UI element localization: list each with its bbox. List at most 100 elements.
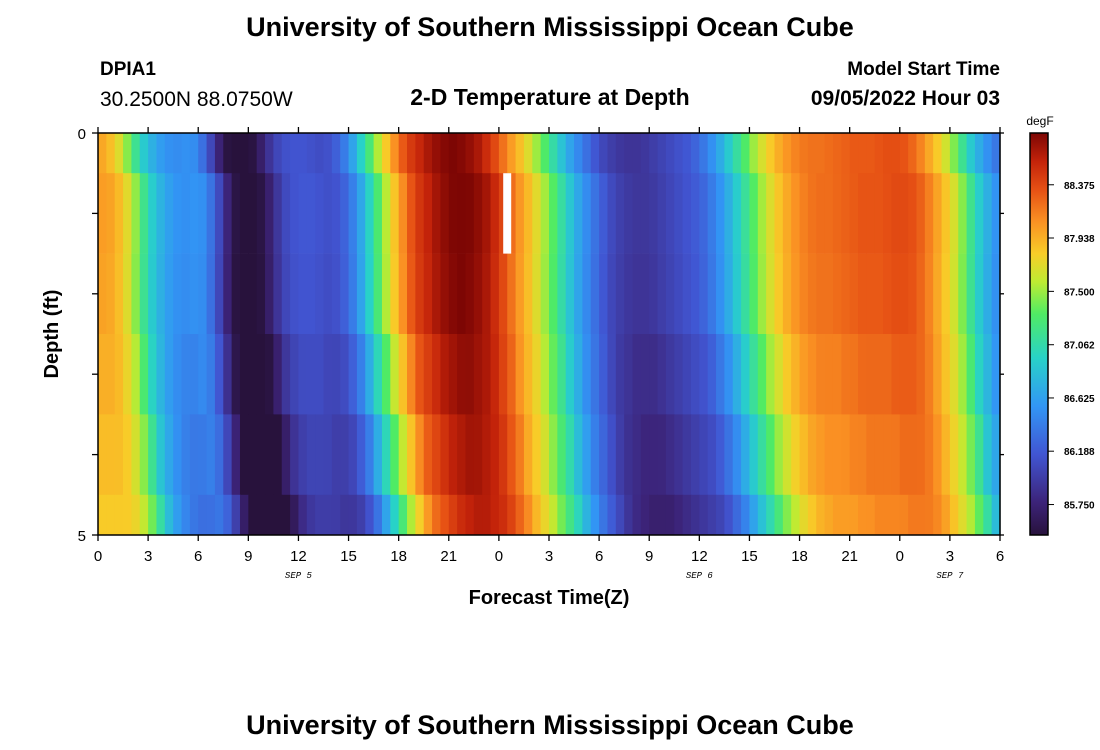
heatmap-cell: [139, 494, 149, 536]
heatmap-cell: [615, 253, 625, 335]
heatmap-cell: [807, 133, 817, 174]
heatmap-cell: [665, 133, 675, 174]
heatmap-cell: [532, 414, 542, 496]
x-tick-label: 6: [996, 548, 1004, 565]
colorbar-tick-label: 86.188: [1064, 447, 1095, 458]
heatmap-cell: [549, 334, 558, 415]
heatmap-cell: [490, 494, 500, 536]
heatmap-cell: [407, 494, 416, 536]
heatmap-cell: [824, 414, 834, 496]
heatmap-cell: [440, 414, 450, 496]
heatmap-cell: [223, 334, 233, 415]
heatmap-cell: [807, 494, 817, 536]
heatmap-cell: [615, 334, 625, 415]
heatmap-cell: [716, 494, 725, 536]
heatmap-cell: [983, 414, 993, 496]
heatmap-cell: [565, 334, 575, 415]
heatmap-cell: [448, 494, 458, 536]
heatmap-cell: [565, 414, 575, 496]
heatmap-cell: [582, 414, 592, 496]
heatmap-cell: [807, 334, 817, 415]
heatmap-cell: [974, 494, 984, 536]
heatmap-cell: [966, 133, 976, 174]
heatmap-cell: [273, 133, 283, 174]
heatmap-cell: [749, 173, 759, 254]
heatmap-cell: [123, 414, 133, 496]
heatmap-cell: [624, 253, 634, 335]
heatmap-cell: [665, 334, 675, 415]
heatmap-cell: [649, 253, 659, 335]
heatmap-cell: [214, 133, 224, 174]
heatmap-cell: [866, 414, 876, 496]
heatmap-cell: [816, 253, 826, 335]
heatmap-cell: [782, 494, 792, 536]
heatmap-cell: [315, 173, 325, 254]
heatmap-cell: [415, 253, 425, 335]
heatmap-cell: [490, 253, 500, 335]
heatmap-cell: [298, 133, 308, 174]
heatmap-cell: [348, 334, 358, 415]
heatmap-cell: [356, 173, 366, 254]
heatmap-cell: [315, 414, 325, 496]
heatmap-cell: [841, 334, 851, 415]
heatmap-cell: [189, 173, 199, 254]
heatmap-cell: [557, 334, 567, 415]
heatmap-cell: [941, 133, 951, 174]
heatmap-cell: [941, 494, 951, 536]
heatmap-cell: [891, 133, 901, 174]
heatmap-cell: [448, 253, 458, 335]
heatmap-cell: [523, 133, 533, 174]
heatmap-cell: [515, 133, 525, 174]
heatmap-cell: [841, 253, 851, 335]
heatmap-cell: [248, 173, 258, 254]
heatmap-cell: [198, 173, 208, 254]
heatmap-cell: [407, 334, 416, 415]
heatmap-cell: [883, 494, 893, 536]
heatmap-cell: [874, 133, 884, 174]
colorbar-tick-label: 87.500: [1064, 287, 1095, 298]
heatmap-cell: [315, 334, 325, 415]
heatmap-cell: [640, 253, 650, 335]
heatmap-cell: [148, 173, 158, 254]
heatmap-cell: [624, 173, 634, 254]
heatmap-cell: [557, 253, 567, 335]
heatmap-cell: [265, 173, 274, 254]
heatmap-cell: [273, 414, 283, 496]
heatmap-cell: [941, 414, 951, 496]
heatmap-cell: [832, 253, 842, 335]
heatmap-cell: [223, 414, 233, 496]
heatmap-cell: [832, 334, 842, 415]
heatmap-cell: [791, 173, 801, 254]
heatmap-cell: [849, 334, 859, 415]
heatmap-cell: [106, 173, 116, 254]
colorbar-tick-label: 87.062: [1064, 341, 1095, 352]
heatmap-cell: [699, 253, 709, 335]
heatmap-cell: [198, 494, 208, 536]
heatmap-cell: [924, 414, 934, 496]
heatmap-cell: [590, 334, 600, 415]
heatmap-cell: [665, 494, 675, 536]
heatmap-cell: [173, 173, 183, 254]
heatmap-cell: [123, 133, 133, 174]
heatmap-cell: [607, 173, 617, 254]
heatmap-cell: [98, 133, 107, 174]
heatmap-cell: [807, 173, 817, 254]
heatmap-cell: [716, 414, 725, 496]
heatmap-cell: [482, 133, 492, 174]
heatmap-cell: [181, 414, 191, 496]
heatmap-cell: [958, 253, 968, 335]
heatmap-cell: [549, 414, 558, 496]
heatmap-cell: [239, 133, 249, 174]
heatmap-cell: [983, 253, 993, 335]
heatmap-cell: [498, 414, 508, 496]
heatmap-cell: [832, 173, 842, 254]
model-start-label: Model Start Time: [847, 59, 1000, 80]
heatmap-cell: [432, 494, 442, 536]
heatmap-cell: [832, 494, 842, 536]
heatmap-cell: [432, 334, 442, 415]
heatmap-cell: [532, 494, 542, 536]
heatmap-cell: [599, 173, 609, 254]
heatmap-cell: [206, 334, 216, 415]
heatmap-cell: [440, 133, 450, 174]
